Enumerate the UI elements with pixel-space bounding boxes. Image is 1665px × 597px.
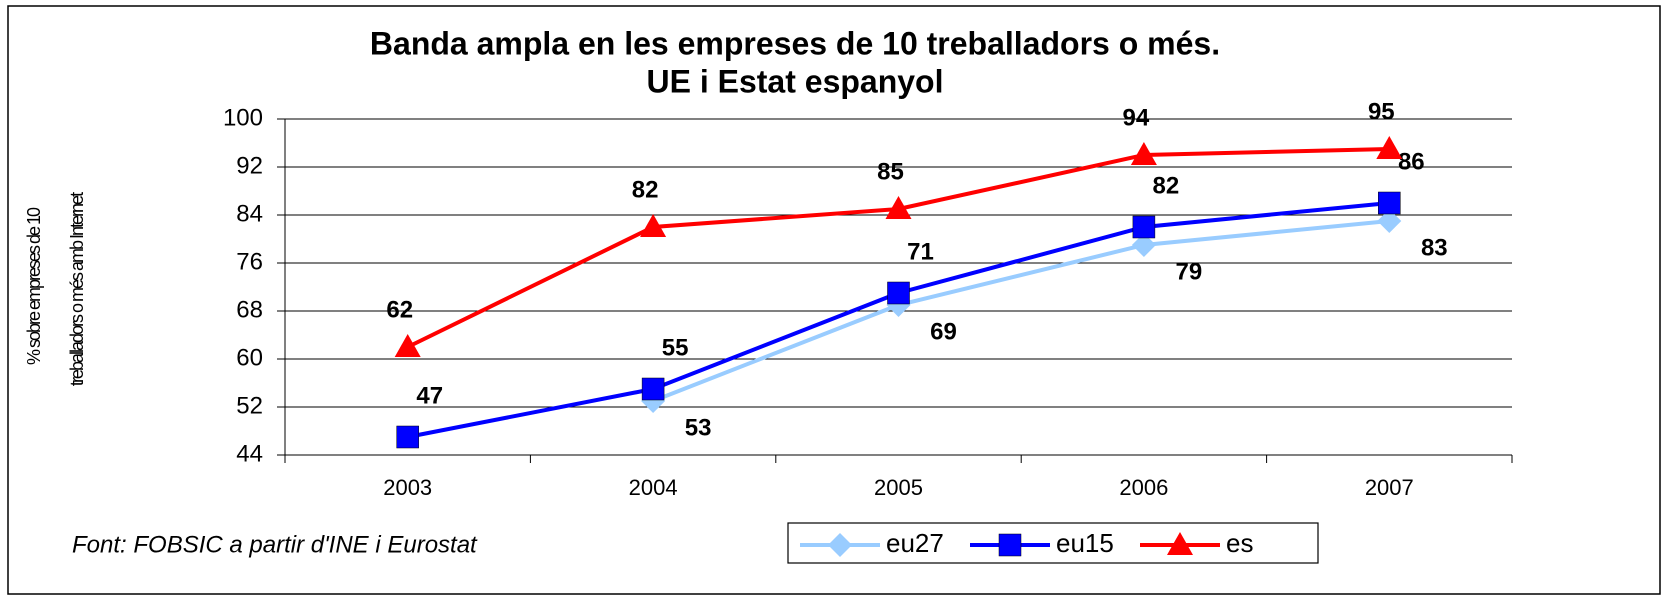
point-marker	[641, 377, 665, 401]
x-tick-label: 2007	[1365, 475, 1414, 500]
point-marker	[394, 334, 421, 357]
x-tick-label: 2004	[629, 475, 678, 500]
data-label: 83	[1421, 234, 1448, 261]
data-label: 79	[1176, 258, 1203, 285]
data-label: 94	[1123, 104, 1150, 131]
legend-label: eu27	[886, 528, 944, 558]
y-tick-label: 52	[236, 392, 263, 419]
data-label: 62	[386, 296, 413, 323]
y-tick-label: 68	[236, 296, 263, 323]
point-marker	[396, 425, 419, 449]
data-label: 86	[1398, 148, 1425, 175]
x-tick-label: 2006	[1119, 475, 1168, 500]
point-marker	[887, 281, 910, 305]
y-tick-label: 76	[236, 248, 263, 275]
y-axis-label: % sobre empreses de 10	[24, 207, 44, 365]
y-tick-label: 84	[236, 200, 263, 227]
y-tick-label: 44	[236, 440, 263, 467]
data-label: 69	[930, 318, 957, 345]
point-marker	[1377, 209, 1402, 233]
chart-frame	[7, 5, 1661, 595]
y-axis-label: treballadors o més amb Internet	[67, 192, 87, 386]
point-marker	[1376, 136, 1403, 159]
source-note: Font: FOBSIC a partir d'INE i Eurostat	[72, 531, 478, 558]
point-marker	[640, 214, 667, 237]
x-tick-label: 2003	[383, 475, 432, 500]
data-label: 82	[1153, 172, 1180, 199]
point-marker	[828, 533, 852, 557]
data-label: 82	[632, 176, 659, 203]
data-label: 95	[1368, 98, 1395, 125]
series-line	[652, 219, 1390, 403]
y-tick-label: 60	[236, 344, 263, 371]
point-marker	[1132, 215, 1156, 239]
legend-label: eu15	[1056, 528, 1114, 558]
point-marker	[1167, 532, 1193, 555]
data-label: 53	[685, 414, 712, 441]
point-marker	[998, 533, 1022, 557]
chart-title: Banda ampla en les empreses de 10 trebal…	[370, 25, 1220, 61]
legend-label: es	[1226, 528, 1253, 558]
x-tick-label: 2005	[874, 475, 923, 500]
data-label: 85	[877, 158, 904, 185]
point-marker	[1131, 233, 1156, 257]
point-marker	[1130, 142, 1157, 165]
data-label: 71	[907, 238, 934, 265]
chart-title: UE i Estat espanyol	[647, 63, 944, 99]
y-tick-label: 92	[236, 152, 263, 179]
point-marker	[885, 196, 912, 219]
y-tick-label: 100	[223, 104, 263, 131]
point-marker	[1378, 191, 1401, 215]
data-label: 47	[416, 382, 443, 409]
data-label: 55	[662, 334, 689, 361]
